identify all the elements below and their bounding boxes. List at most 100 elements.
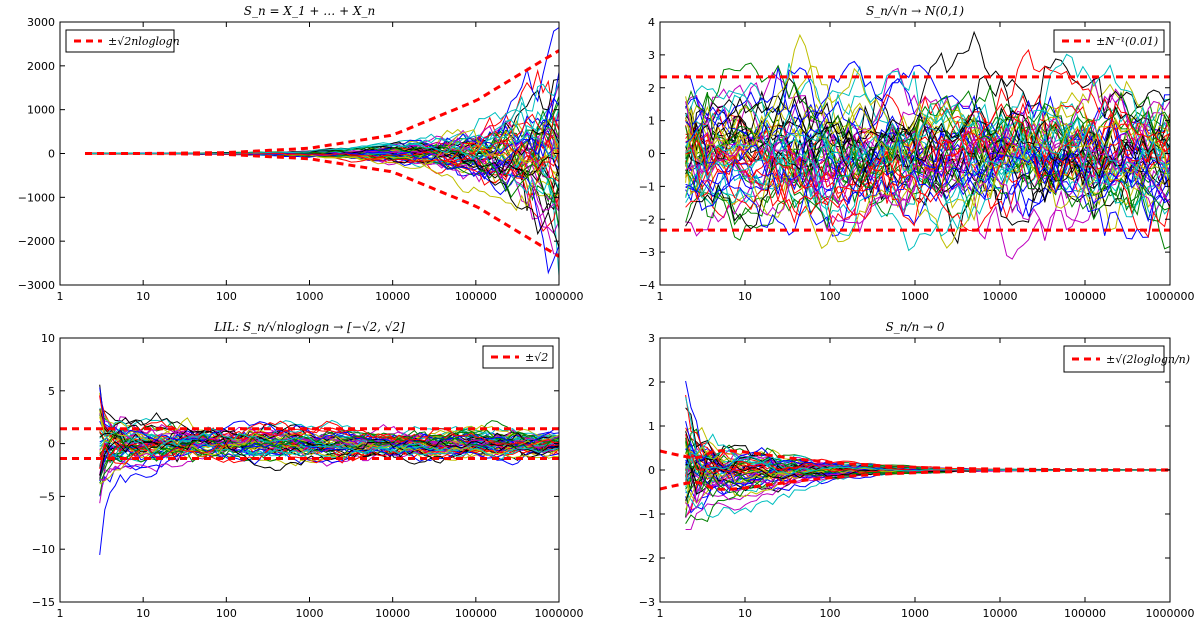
y-tick-label: 4 [648,16,655,29]
sample-path [685,77,1170,193]
legend-label: ±√(2loglogn/n) [1106,353,1190,366]
y-tick-label: 1 [648,115,655,128]
y-tick-label: −3 [639,246,655,259]
sample-path [85,107,559,157]
axes-frame [59,337,560,603]
y-tick-label: −3000 [18,279,55,292]
subplot-3: LIL: S_n/√nloglogn → [−√2, √2] 1 10 100 1000… [32,320,584,620]
y-tick-label: 2000 [27,60,55,73]
x-tick-label: 1000 [901,607,929,620]
y-tick-label: 10 [41,332,55,345]
x-tick-label: 10 [136,290,150,303]
x-tick-label: 100000 [1064,290,1106,303]
sample-paths [660,30,1170,260]
x-tick-label: 100 [216,607,237,620]
lower-bound-line [660,468,1170,491]
subplot-1: S_n = X_1 + … + X_n1 10 100 1000 10000 100000… [18,4,584,303]
y-tick-label: −10 [32,543,55,556]
y-tick-label: 1000 [27,104,55,117]
sample-path [685,65,1170,231]
y-tick-label: −2 [639,552,655,565]
sample-path [685,129,1170,236]
sample-path [685,103,1170,211]
x-tick-label: 1000 [901,290,929,303]
x-tick-label: 100000 [455,607,497,620]
subplot-title: S_n/√n → N(0,1) [866,4,964,18]
sample-path [685,105,1170,226]
x-tick-label: 10000 [983,290,1018,303]
subplot-title: LIL: S_n/√nloglogn → [−√2, √2] [213,320,405,334]
legend-box [1063,345,1165,373]
x-tick-label: 1 [57,607,64,620]
y-tick-label: 0 [48,148,55,161]
sample-path [99,426,559,460]
x-tick-label: 1000 [296,290,324,303]
x-tick-label: 10 [136,607,150,620]
x-tick-label: 1000000 [1146,290,1195,303]
sample-path [99,427,559,465]
x-tick-label: 100000 [1064,607,1106,620]
y-tick-label: −3 [639,596,655,609]
subplot-2: S_n/√n → N(0,1)1 10 100 1000 10000 100000 1000… [639,4,1195,303]
sample-path [85,83,559,160]
x-tick-label: 100 [216,290,237,303]
sample-path [685,60,1170,202]
x-tick-label: 10 [738,290,752,303]
x-tick-label: 1 [657,607,664,620]
sample-path [99,435,559,555]
y-tick-label: 3000 [27,16,55,29]
legend-label: ±N⁻¹(0.01) [1096,35,1158,48]
x-tick-label: 10000 [375,290,410,303]
sample-paths [60,384,559,555]
y-tick-label: −2000 [18,235,55,248]
sample-path [685,53,1170,205]
x-tick-label: 1 [57,290,64,303]
legend-box [1053,29,1165,53]
y-tick-label: −15 [32,596,55,609]
sample-path [685,96,1170,250]
subplot-title: S_n/n → 0 [885,320,944,334]
x-tick-label: 100 [820,607,841,620]
x-tick-label: 1000000 [535,290,584,303]
y-tick-label: −4 [639,279,655,292]
y-tick-label: 3 [648,49,655,62]
sample-paths [84,27,559,276]
legend-label: ±√2 [525,351,548,364]
x-tick-label: 1000000 [535,607,584,620]
x-tick-label: 100000 [455,290,497,303]
sample-path [685,100,1170,237]
x-tick-label: 1 [657,290,664,303]
legend-label: ±√2nloglogn [108,35,180,48]
sample-path [685,75,1170,230]
subplot-4: S_n/n → 01 10 100 1000 10000 100000 1000000−3−… [639,320,1195,620]
subplot-title: S_n = X_1 + … + X_n [244,4,375,18]
sample-path [685,103,1170,227]
sample-path [99,432,559,455]
sample-path [99,430,559,457]
upper-bound-line [660,449,1170,472]
sample-path [685,91,1170,208]
sample-path [685,118,1170,245]
sample-path [99,432,559,458]
y-tick-label: −1 [639,508,655,521]
y-tick-label: 5 [48,385,55,398]
y-tick-label: −1000 [18,191,55,204]
legend-box [65,29,175,53]
sample-path [685,100,1170,205]
x-tick-label: 10000 [375,607,410,620]
sample-path [85,152,559,211]
y-tick-label: 2 [648,376,655,389]
sample-path [99,387,559,447]
sample-path [99,431,559,481]
sample-path [685,101,1170,199]
sample-path [685,100,1170,241]
y-tick-label: 1 [648,420,655,433]
y-tick-label: −1 [639,180,655,193]
y-tick-label: 2 [648,82,655,95]
y-tick-label: −5 [39,490,55,503]
sample-path [685,104,1170,186]
x-tick-label: 10 [738,607,752,620]
x-tick-label: 1000000 [1146,607,1195,620]
x-tick-label: 1000 [296,607,324,620]
sample-path [85,144,559,276]
